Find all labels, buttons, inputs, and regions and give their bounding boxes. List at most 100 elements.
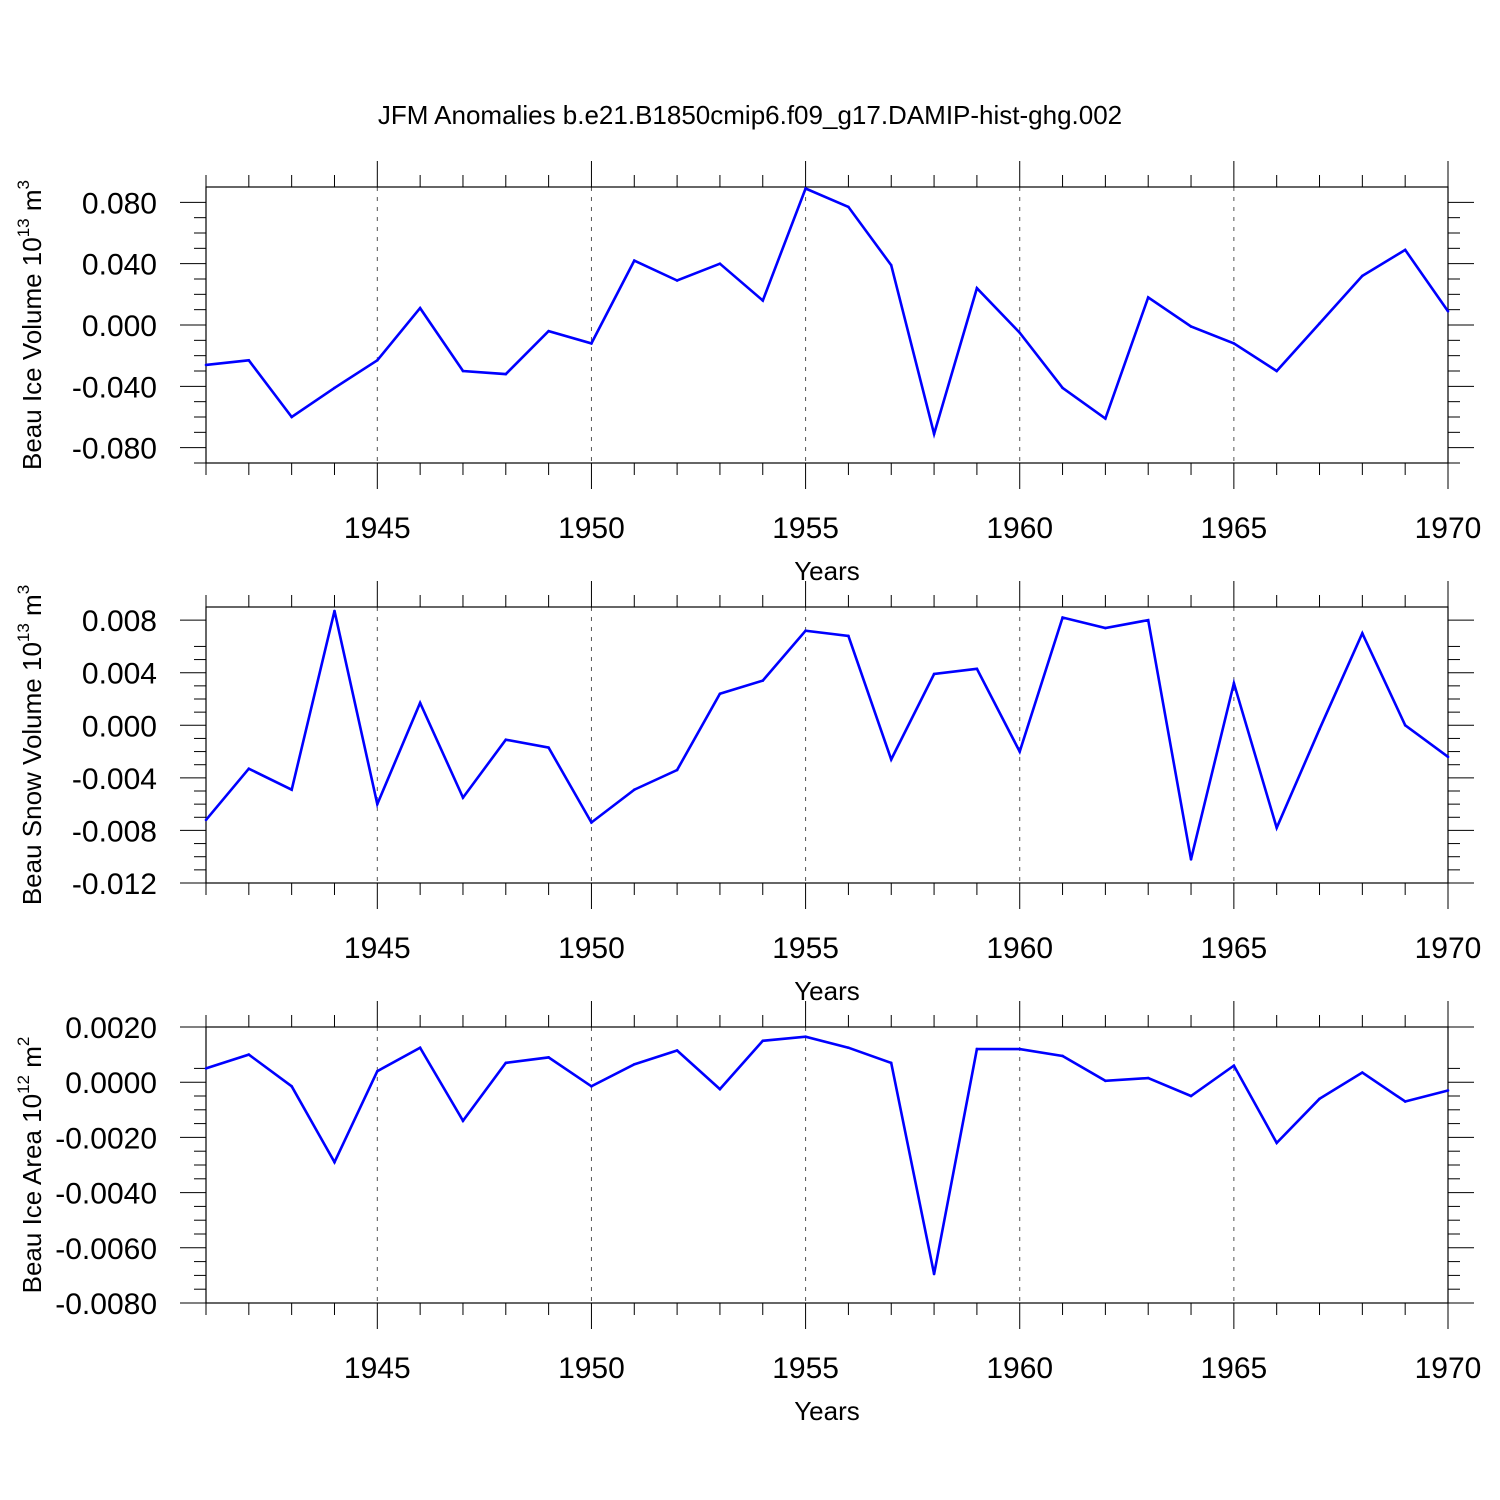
data-point <box>975 667 979 671</box>
data-point <box>889 1061 893 1065</box>
data-point <box>932 1272 936 1276</box>
data-point <box>718 1087 722 1091</box>
data-point <box>1232 681 1236 685</box>
x-tick-label: 1970 <box>1415 512 1482 545</box>
data-point <box>1403 248 1407 252</box>
data-point <box>1318 322 1321 325</box>
y-tick-label: -0.008 <box>72 815 157 848</box>
x-tick-label: 1945 <box>344 1352 411 1385</box>
panel-2: -0.012 -0.008 -0.004 0.000 0.004 0.008 1945 195… <box>14 581 1481 1006</box>
x-axis-title: Years <box>794 976 860 1006</box>
data-point <box>461 1119 465 1123</box>
y-tick-label: -0.012 <box>72 868 157 901</box>
series-line <box>205 610 1449 860</box>
x-tick-label: 1945 <box>344 932 411 965</box>
data-point <box>632 259 636 262</box>
x-tick-label: 1950 <box>558 1352 625 1385</box>
y-tick-label: 0.004 <box>82 658 157 691</box>
plot-frame <box>205 1026 1449 1304</box>
x-axis-title: Years <box>794 556 860 586</box>
y-axis-title-superscript: 13 <box>14 623 33 642</box>
data-point <box>847 634 850 638</box>
data-point <box>1061 1054 1064 1058</box>
y-tick-label: -0.004 <box>72 763 157 796</box>
data-point <box>932 432 936 436</box>
y-tick-label: 0.0000 <box>65 1067 157 1100</box>
x-axis-title: Years <box>794 1396 860 1426</box>
figure-title: JFM Anomalies b.e21.B1850cmip6.f09_g17.D… <box>378 100 1122 130</box>
data-point <box>504 372 508 376</box>
data-point <box>1189 325 1193 328</box>
data-point <box>376 1069 379 1073</box>
x-tick-label: 1950 <box>558 932 625 965</box>
data-point <box>804 629 807 632</box>
y-axis-title: Beau Ice Volume 1013 m3 <box>14 180 47 470</box>
y-tick-label: 0.000 <box>82 310 157 343</box>
data-point <box>547 1056 550 1059</box>
data-point <box>1104 626 1107 630</box>
x-tick-label: 1965 <box>1200 932 1267 965</box>
x-tick-label: 1955 <box>772 932 839 965</box>
x-tick-label: 1960 <box>986 932 1053 965</box>
data-point <box>1446 309 1450 313</box>
data-point <box>675 279 679 282</box>
data-point <box>290 415 293 419</box>
data-point <box>1146 1076 1150 1080</box>
data-point <box>675 768 679 772</box>
data-point <box>1018 750 1022 753</box>
data-point <box>804 187 807 190</box>
y-axis-title-part: Beau Ice Volume 10 <box>17 237 47 470</box>
data-point <box>1275 1141 1278 1145</box>
data-point <box>932 672 936 676</box>
data-point <box>590 342 593 345</box>
y-axis-title-part: m <box>17 189 47 218</box>
data-point <box>1232 1064 1236 1067</box>
data-point <box>1361 631 1364 635</box>
y-tick-label: -0.040 <box>72 371 157 404</box>
data-point <box>504 1061 508 1065</box>
y-axis-title-part: m <box>17 594 47 623</box>
data-point <box>632 1062 636 1066</box>
x-tick-label: 1955 <box>772 1352 839 1385</box>
data-point <box>333 1160 336 1164</box>
data-point <box>1403 723 1407 727</box>
data-point <box>1018 1047 1022 1051</box>
data-point <box>675 1049 679 1052</box>
data-point <box>290 1085 293 1088</box>
data-point <box>333 609 336 613</box>
panel-3: -0.0080 -0.0060 -0.0040 -0.0020 0.0000 0.0020… <box>14 1001 1481 1426</box>
y-axis-title: Beau Snow Volume 1013 m3 <box>14 585 47 905</box>
data-point <box>590 1085 593 1088</box>
data-point <box>975 286 979 290</box>
data-point <box>204 1067 208 1070</box>
data-point <box>376 358 379 362</box>
x-tick-label: 1960 <box>986 512 1053 545</box>
data-point <box>1189 858 1193 861</box>
data-point <box>504 738 508 742</box>
x-tick-label: 1965 <box>1200 512 1267 545</box>
y-axis-title-superscript: 12 <box>14 1075 33 1094</box>
y-tick-label: -0.0020 <box>55 1122 157 1155</box>
y-axis-title-superscript: 2 <box>14 1037 33 1046</box>
data-point <box>418 1046 422 1049</box>
y-axis-title: Beau Ice Area 1012 m2 <box>14 1037 47 1294</box>
data-point <box>1061 616 1064 619</box>
plot-frame <box>205 186 1449 464</box>
panels: -0.080 -0.040 0.000 0.040 0.080 1945 1950 1955 1… <box>14 161 1481 1426</box>
y-tick-label: 0.0020 <box>65 1012 157 1045</box>
data-point <box>1018 331 1022 334</box>
data-point <box>247 358 251 362</box>
y-axis-title-part: m <box>17 1046 47 1075</box>
data-point <box>847 1046 850 1049</box>
series-line <box>205 186 1450 439</box>
data-point <box>547 746 550 749</box>
y-axis-title-superscript: 3 <box>14 180 33 189</box>
data-point <box>889 758 893 761</box>
plot-frame <box>205 606 1449 884</box>
y-axis-title-part: Beau Snow Volume 10 <box>17 642 47 905</box>
data-point <box>761 679 765 682</box>
y-tick-label: 0.000 <box>82 710 157 743</box>
data-point <box>418 306 422 310</box>
data-point <box>1275 826 1278 830</box>
